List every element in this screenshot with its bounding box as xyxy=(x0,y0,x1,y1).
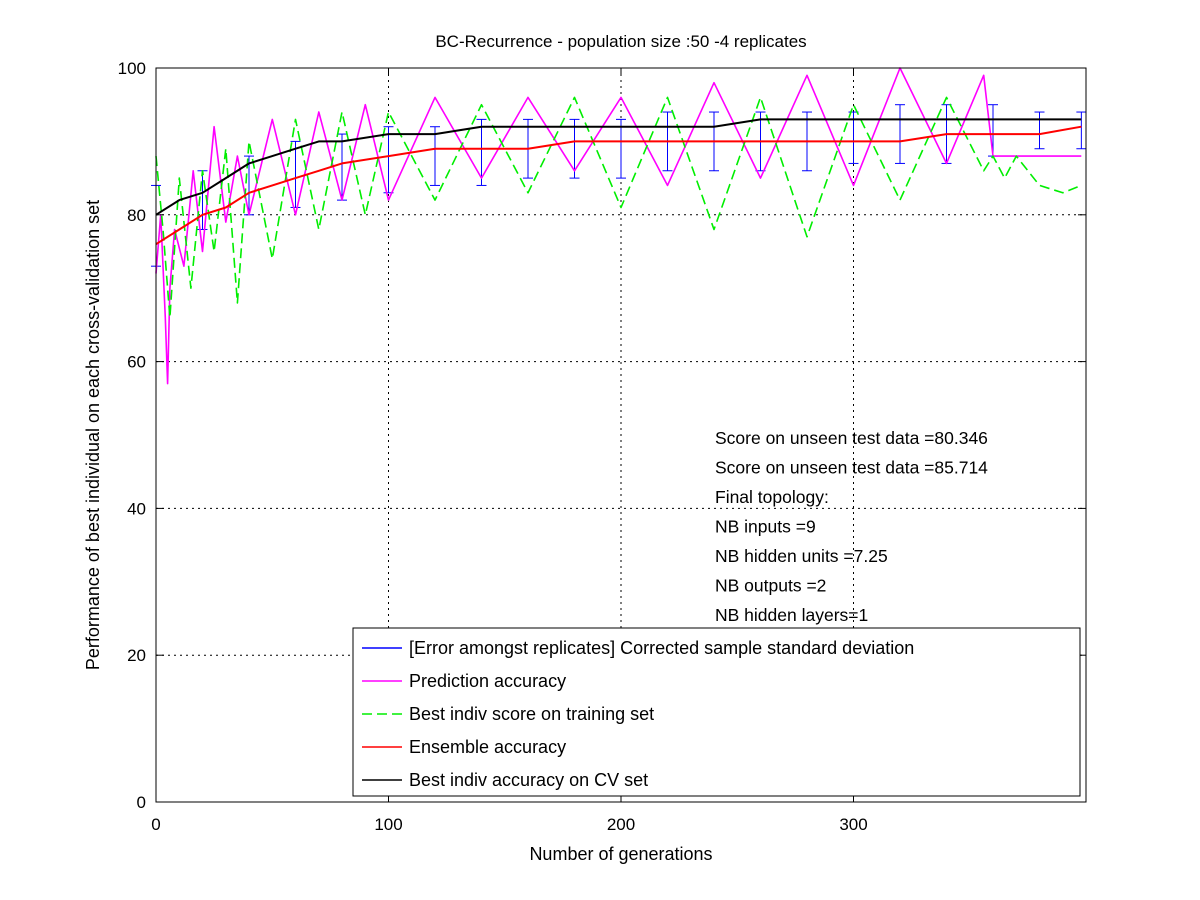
x-tick-label: 0 xyxy=(151,815,160,834)
y-tick-label: 100 xyxy=(118,59,146,78)
series-lines-layer xyxy=(155,67,1082,385)
series-line xyxy=(155,118,1082,216)
score-annotations: Score on unseen test data =80.346 Score o… xyxy=(715,428,988,625)
x-axis-label: Number of generations xyxy=(529,844,712,864)
y-tick-label: 40 xyxy=(127,499,146,518)
y-tick-label: 60 xyxy=(127,353,146,372)
x-tick-label: 200 xyxy=(607,815,635,834)
annotation-line: NB inputs =9 xyxy=(715,517,816,537)
y-tick-label: 0 xyxy=(137,793,146,812)
annotation-line: Score on unseen test data =80.346 xyxy=(715,428,988,448)
axis-ticks: 0 100 200 300 0 20 40 60 80 100 xyxy=(118,59,1086,834)
chart-title: BC-Recurrence - population size :50 -4 r… xyxy=(435,32,806,51)
series-line xyxy=(155,67,1082,385)
legend-label: Prediction accuracy xyxy=(409,671,566,691)
y-tick-label: 20 xyxy=(127,646,146,665)
x-tick-label: 300 xyxy=(839,815,867,834)
legend-label: Best indiv accuracy on CV set xyxy=(409,770,648,790)
annotation-line: NB outputs =2 xyxy=(715,576,826,596)
legend-label: Best indiv score on training set xyxy=(409,704,654,724)
legend-label: [Error amongst replicates] Corrected sam… xyxy=(409,638,914,658)
legend: [Error amongst replicates] Corrected sam… xyxy=(352,627,1081,797)
annotation-line: Score on unseen test data =85.714 xyxy=(715,458,988,478)
annotation-line: NB hidden layers=1 xyxy=(715,605,868,625)
series-line xyxy=(155,125,1082,246)
y-tick-label: 80 xyxy=(127,206,146,225)
annotation-line: Final topology: xyxy=(715,487,829,507)
annotation-line: NB hidden units =7.25 xyxy=(715,546,888,566)
legend-label: Ensemble accuracy xyxy=(409,737,566,757)
x-tick-label: 100 xyxy=(374,815,402,834)
legend-box xyxy=(352,627,1081,797)
series-line xyxy=(155,96,1082,319)
y-axis-label: Performance of best individual on each c… xyxy=(83,200,103,670)
